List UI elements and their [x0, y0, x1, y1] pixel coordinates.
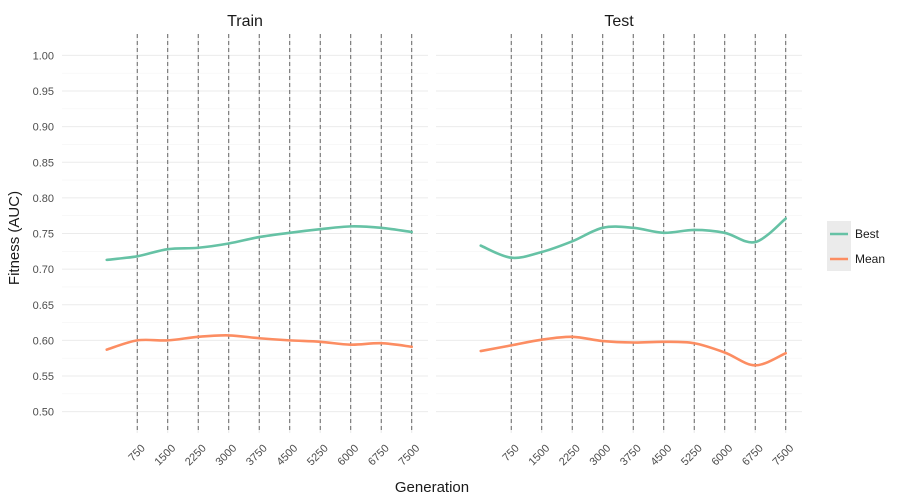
- x-tick-label: 6750: [366, 442, 392, 468]
- x-tick-label: 750: [500, 442, 521, 463]
- y-tick-label: 0.90: [33, 122, 54, 134]
- x-tick-label: 6000: [336, 442, 362, 468]
- series-line-best: [479, 217, 788, 260]
- series-line-mean: [479, 335, 788, 367]
- x-tick-label: 3750: [618, 442, 644, 468]
- panel-train: Train 0.50 0.55 0.60 0.65 0.70 0.75 0.80 0.85 0.9…: [33, 13, 428, 468]
- x-tick-label: 750: [126, 442, 147, 463]
- series-line-best: [105, 225, 414, 262]
- x-tick-label: 5250: [305, 442, 331, 468]
- panel-test: Test 750 1500 2250 3000 3750 4500 5250 6000 6750 7…: [436, 13, 802, 468]
- series-line-mean: [105, 334, 414, 351]
- x-tick-label: 7500: [397, 442, 423, 468]
- x-tick-label: 1500: [527, 442, 553, 468]
- y-tick-label: 0.50: [33, 407, 54, 419]
- y-tick-label: 0.70: [33, 264, 54, 276]
- y-axis-title: Fitness (AUC): [6, 191, 23, 285]
- facet-title-train: Train: [227, 13, 263, 30]
- x-tick-label: 4500: [649, 442, 675, 468]
- y-tick-label: 0.95: [33, 86, 54, 98]
- y-tick-label: 0.80: [33, 193, 54, 205]
- x-tick-label: 3000: [214, 442, 240, 468]
- x-tick-label: 6000: [710, 442, 736, 468]
- x-tick-label: 2250: [557, 442, 583, 468]
- x-tick-label: 1500: [153, 442, 179, 468]
- y-tick-label: 0.55: [33, 371, 54, 383]
- y-tick-label: 0.75: [33, 229, 54, 241]
- panels-group: Train 0.50 0.55 0.60 0.65 0.70 0.75 0.80 0.85 0.9…: [33, 13, 802, 468]
- x-tick-label: 3750: [244, 442, 270, 468]
- x-tick-label: 6750: [740, 442, 766, 468]
- x-axis-title: Generation: [395, 479, 469, 496]
- legend-label-best: Best: [855, 227, 880, 241]
- x-tick-label: 2250: [183, 442, 209, 468]
- y-tick-label: 1.00: [33, 50, 54, 62]
- facet-title-test: Test: [604, 13, 634, 30]
- legend: Best Mean: [827, 221, 885, 271]
- x-tick-label: 4500: [275, 442, 301, 468]
- legend-key-background: [827, 221, 851, 271]
- x-tick-label: 5250: [679, 442, 705, 468]
- x-tick-label: 3000: [588, 442, 614, 468]
- legend-label-mean: Mean: [855, 252, 885, 266]
- y-tick-label: 0.60: [33, 335, 54, 347]
- y-tick-label: 0.65: [33, 300, 54, 312]
- y-tick-label: 0.85: [33, 157, 54, 169]
- x-tick-label: 7500: [771, 442, 797, 468]
